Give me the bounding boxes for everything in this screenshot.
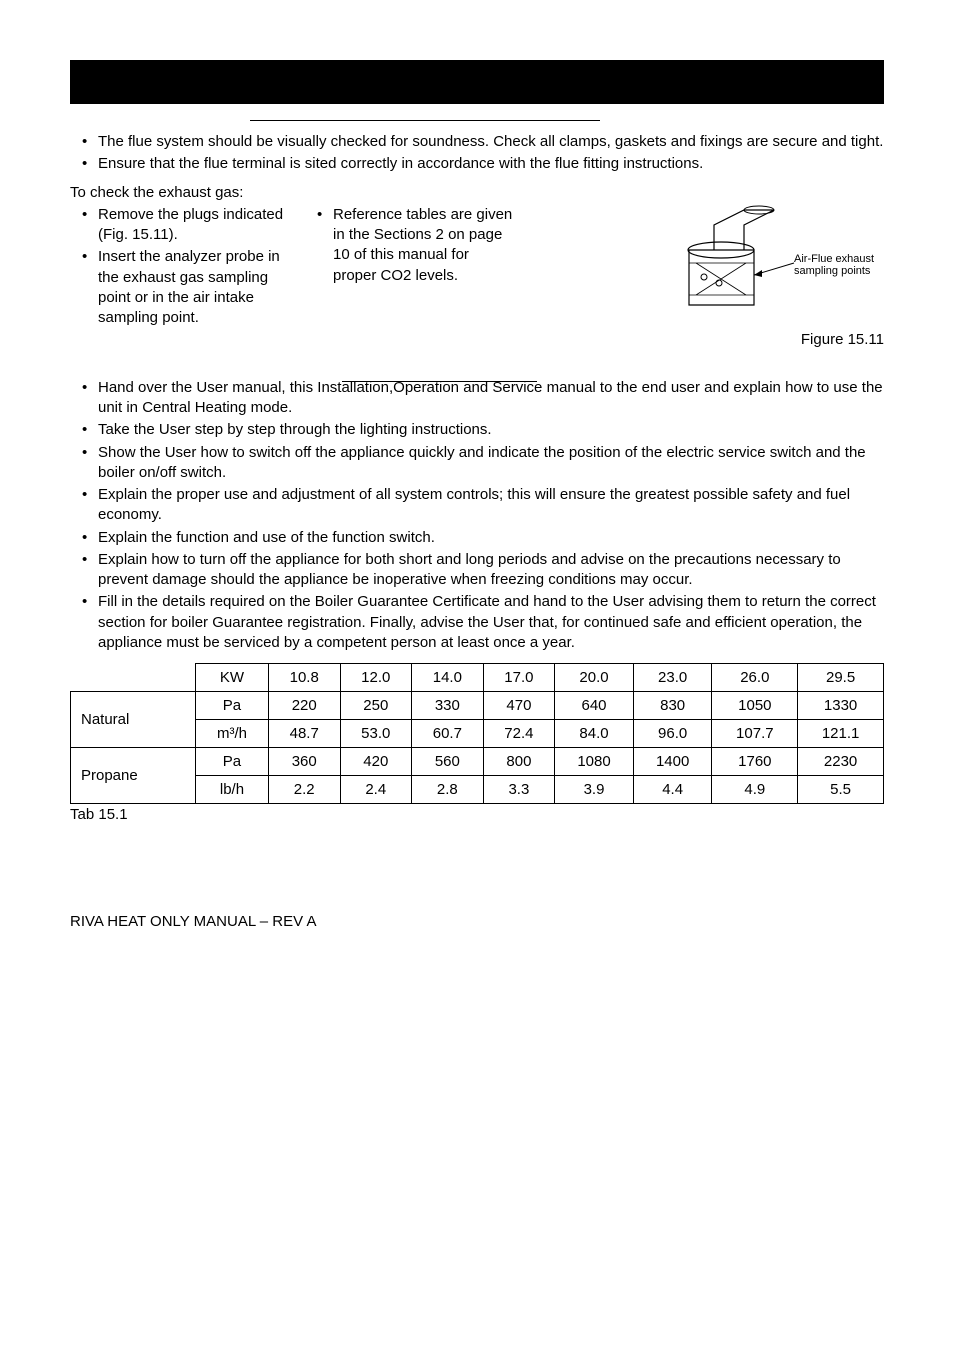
data-cell: 250 xyxy=(340,692,412,720)
check-exhaust-line: To check the exhaust gas: xyxy=(70,183,884,203)
header-val: 12.0 xyxy=(340,664,412,692)
col2-bullets: Reference tables are given in the Sectio… xyxy=(305,205,515,286)
unit-cell: m³/h xyxy=(196,720,269,748)
data-cell: 330 xyxy=(412,692,484,720)
data-cell: 4.9 xyxy=(712,776,798,804)
header-val: 23.0 xyxy=(633,664,712,692)
unit-cell: Pa xyxy=(196,692,269,720)
data-cell: 121.1 xyxy=(798,720,884,748)
unit-cell: Pa xyxy=(196,748,269,776)
unit-cell: lb/h xyxy=(196,776,269,804)
data-cell: 2230 xyxy=(798,748,884,776)
data-table: KW 10.8 12.0 14.0 17.0 20.0 23.0 26.0 29… xyxy=(70,663,884,804)
table-header-row: KW 10.8 12.0 14.0 17.0 20.0 23.0 26.0 29… xyxy=(71,664,884,692)
bullet-item: Ensure that the flue terminal is sited c… xyxy=(70,154,884,174)
bullet-text: Hand over the User manual, this Installa… xyxy=(98,379,883,416)
bullet-text: Reference tables are given in the Sectio… xyxy=(333,206,512,284)
data-cell: 53.0 xyxy=(340,720,412,748)
bullet-item: Hand over the User manual, this Installa… xyxy=(70,378,884,419)
data-cell: 420 xyxy=(340,748,412,776)
bullet-text: Show the User how to switch off the appl… xyxy=(98,444,866,481)
header-val: 29.5 xyxy=(798,664,884,692)
flue-diagram: Air-Flue exhaust sampling points xyxy=(684,205,884,325)
bullet-text: The flue system should be visually check… xyxy=(98,133,883,150)
table-row: Propane Pa 360 420 560 800 1080 1400 176… xyxy=(71,748,884,776)
data-cell: 830 xyxy=(633,692,712,720)
data-cell: 48.7 xyxy=(268,720,340,748)
bullet-text: Ensure that the flue terminal is sited c… xyxy=(98,155,703,172)
data-cell: 2.8 xyxy=(412,776,484,804)
bullet-item: Explain how to turn off the appliance fo… xyxy=(70,550,884,591)
data-cell: 3.3 xyxy=(483,776,555,804)
bullet-item: Take the User step by step through the l… xyxy=(70,420,884,440)
data-cell: 1050 xyxy=(712,692,798,720)
bullet-text: Explain the function and use of the func… xyxy=(98,529,435,546)
data-cell: 72.4 xyxy=(483,720,555,748)
section-a-top-bullets: The flue system should be visually check… xyxy=(70,132,884,175)
bullet-item: Show the User how to switch off the appl… xyxy=(70,443,884,484)
diagram-label-text: Air-Flue exhaust sampling points xyxy=(794,253,874,278)
data-cell: 800 xyxy=(483,748,555,776)
table-caption: Tab 15.1 xyxy=(70,806,884,823)
data-cell: 1760 xyxy=(712,748,798,776)
three-column-row: Remove the plugs indicated (Fig. 15.11).… xyxy=(70,205,884,348)
footer-text: RIVA HEAT ONLY MANUAL – REV A xyxy=(70,913,884,930)
col1-bullets: Remove the plugs indicated (Fig. 15.11).… xyxy=(70,205,285,329)
data-cell: 360 xyxy=(268,748,340,776)
figure-caption: Figure 15.11 xyxy=(535,331,884,348)
row-label: Propane xyxy=(71,748,196,804)
data-cell: 84.0 xyxy=(555,720,634,748)
section-b-bullets: Hand over the User manual, this Installa… xyxy=(70,378,884,653)
data-cell: 1400 xyxy=(633,748,712,776)
bullet-text: Fill in the details required on the Boil… xyxy=(98,593,876,651)
data-cell: 640 xyxy=(555,692,634,720)
bullet-text: Remove the plugs indicated (Fig. 15.11). xyxy=(98,206,283,243)
data-cell: 220 xyxy=(268,692,340,720)
data-cell: 1080 xyxy=(555,748,634,776)
table-row: Natural Pa 220 250 330 470 640 830 1050 … xyxy=(71,692,884,720)
data-cell: 5.5 xyxy=(798,776,884,804)
header-val: 26.0 xyxy=(712,664,798,692)
header-val: 20.0 xyxy=(555,664,634,692)
header-black-bar xyxy=(70,60,884,104)
data-cell: 1330 xyxy=(798,692,884,720)
bullet-item: Reference tables are given in the Sectio… xyxy=(305,205,515,286)
row-label: Natural xyxy=(71,692,196,748)
data-cell: 470 xyxy=(483,692,555,720)
data-cell: 4.4 xyxy=(633,776,712,804)
header-val: 17.0 xyxy=(483,664,555,692)
bullet-item: Explain the proper use and adjustment of… xyxy=(70,485,884,526)
diagram-label: Air-Flue exhaust sampling points xyxy=(794,253,889,278)
bullet-item: The flue system should be visually check… xyxy=(70,132,884,152)
header-val: 14.0 xyxy=(412,664,484,692)
data-cell: 2.4 xyxy=(340,776,412,804)
data-cell: 560 xyxy=(412,748,484,776)
data-cell: 107.7 xyxy=(712,720,798,748)
bullet-item: Fill in the details required on the Boil… xyxy=(70,592,884,653)
header-unit: KW xyxy=(196,664,269,692)
header-val: 10.8 xyxy=(268,664,340,692)
data-cell: 3.9 xyxy=(555,776,634,804)
bullet-text: Explain how to turn off the appliance fo… xyxy=(98,551,841,588)
bullet-text: Take the User step by step through the l… xyxy=(98,421,492,438)
data-cell: 96.0 xyxy=(633,720,712,748)
bullet-item: Remove the plugs indicated (Fig. 15.11). xyxy=(70,205,285,246)
bullet-item: Explain the function and use of the func… xyxy=(70,528,884,548)
bullet-text: Explain the proper use and adjustment of… xyxy=(98,486,850,523)
underline-rule xyxy=(342,381,537,382)
bullet-text: Insert the analyzer probe in the exhaust… xyxy=(98,248,280,326)
underline-rule xyxy=(250,120,600,121)
data-cell: 60.7 xyxy=(412,720,484,748)
bullet-item: Insert the analyzer probe in the exhaust… xyxy=(70,247,285,328)
data-cell: 2.2 xyxy=(268,776,340,804)
